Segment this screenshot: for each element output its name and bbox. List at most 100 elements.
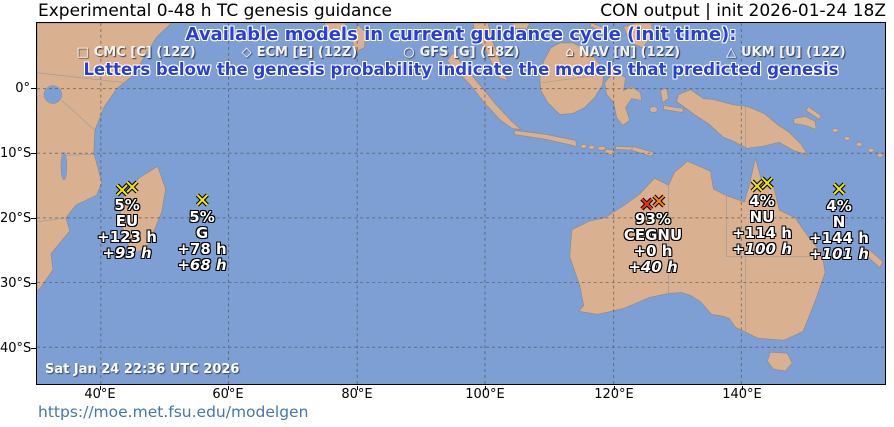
probability-label: 4% [826,197,852,215]
map-canvas: Available models in current guidance cyc… [36,22,886,385]
island-seram [663,105,684,113]
lat-tick [31,88,36,89]
genesis-x-icon [640,197,654,211]
genesis-x-icon [750,179,764,193]
island-bali [580,143,588,149]
lon-axis-label-40e: 40°E [84,387,116,402]
mean-lead-time-label: +93 h [102,244,152,262]
mean-lead-time-label: +40 h [628,258,678,276]
page-title: Experimental 0-48 h TC genesis guidance [38,1,392,21]
genesis-x-icons [177,191,226,209]
legend-item-cmc: □ CMC [C] (12Z) [76,45,195,60]
legend-heading: Available models in current guidance cyc… [185,24,737,45]
legend-item-label: GFS [G] (18Z) [419,45,520,60]
probability-label: 93% [635,210,671,228]
model-letters-label: N [832,213,846,231]
lake-malawi [60,152,68,181]
legend-item-label: CMC [C] (12Z) [93,45,196,60]
legend-item-label: NAV [N] (12Z) [578,45,681,60]
landmass-java [513,130,578,147]
legend-item-label: ECM [E] (12Z) [256,45,358,60]
timestamp: Sat Jan 24 22:36 UTC 2026 [45,362,240,377]
island-timor [631,145,655,157]
lon-axis-label-140e: 140°E [722,387,762,402]
island-sumbawa [597,145,607,151]
island-buru [649,106,658,113]
lat-axis-label-40s: 40°S [0,341,32,356]
genesis-x-icon [832,182,846,196]
model-letters-label: NU [749,208,775,226]
island-lombok [588,144,596,150]
mean-lead-time-label: +68 h [177,256,227,274]
square-marker-icon: □ [76,45,89,60]
lon-axis-label-60e: 60°E [212,387,244,402]
landmass-sumatra [446,52,522,130]
triangle-marker-icon: △ [726,45,737,60]
legend-item-ukm: △ UKM [U] (12Z) [726,45,845,60]
graticule-gridlines [37,23,885,384]
probability-label: 5% [189,208,215,226]
init-time-title: CON output | init 2026-01-24 18Z [600,1,886,21]
landmass-india-tip [323,23,347,38]
landmass-indochina [511,23,531,30]
lat-tick [31,218,36,219]
island-palawan [589,23,608,34]
genesis-x-icon [115,183,129,197]
genesis-marker-coral-sea: 4% NU +114 h +100 h [732,175,792,257]
lon-tick [228,386,229,390]
genesis-x-icon [760,176,774,190]
landmass-sri-lanka [350,24,367,53]
mean-lead-time-label: +101 h [809,245,869,263]
island-mindanao [623,23,653,49]
lon-axis-label-120e: 120°E [594,387,634,402]
probability-label: 5% [114,196,140,214]
lead-time-label: +114 h [732,224,792,242]
mean-lead-time-label: +100 h [732,240,792,258]
model-letters-label: CEGNU [623,226,683,244]
genesis-x-icons [624,193,682,211]
legend-item-label: UKM [U] (12Z) [741,45,846,60]
lat-tick [31,283,36,284]
genesis-x-icon [125,180,139,194]
legend-note: Letters below the genesis probability in… [83,60,839,79]
lon-tick [357,386,358,390]
island-new-caledonia [863,247,884,269]
legend: Available models in current guidance cyc… [37,25,885,79]
landmass-malay-peninsula [472,23,509,82]
lat-axis-label-0: 0° [15,81,30,96]
genesis-x-icon [195,193,209,207]
lat-axis-label-20s: 20°S [0,211,32,226]
legend-item-gfs: ○ GFS [G] (18Z) [403,45,519,60]
genesis-marker-swio: 5% G +78 h +68 h [177,191,227,274]
probability-label: 4% [749,192,775,210]
lat-axis-label-10s: 10°S [0,146,32,161]
legend-item-ecm: ◇ ECM [E] (12Z) [242,45,358,60]
lon-tick [485,386,486,390]
basemap [37,23,885,384]
genesis-x-icons [97,179,157,197]
lat-tick [31,348,36,349]
pentagon-marker-icon: ⌂ [565,45,574,60]
genesis-marker-ne-australia: 4% N +144 h +101 h [809,180,869,262]
lead-time-label: +0 h [633,242,673,260]
landmass-new-guinea [676,89,810,156]
genesis-x-icons [732,175,792,193]
diamond-marker-icon: ◇ [241,45,252,60]
lake-victoria [43,85,63,104]
genesis-x-icon [652,194,666,208]
landmasses [37,23,884,372]
lon-tick [614,386,615,390]
source-url-link[interactable]: https://moe.met.fsu.edu/modelgen [38,403,309,421]
lon-tick [100,386,101,390]
model-letters-label: EU [115,212,139,230]
lon-tick [742,386,743,390]
lead-time-label: +123 h [97,228,157,246]
solomon-islands [831,128,884,158]
island-halmahera [660,87,669,104]
lead-time-label: +78 h [177,240,227,258]
model-letters-label: G [195,224,209,242]
landmass-australia [569,158,826,341]
lat-axis-label-30s: 30°S [0,276,32,291]
genesis-marker-nw-australia: 93% CEGNU +0 h +40 h [624,193,682,275]
